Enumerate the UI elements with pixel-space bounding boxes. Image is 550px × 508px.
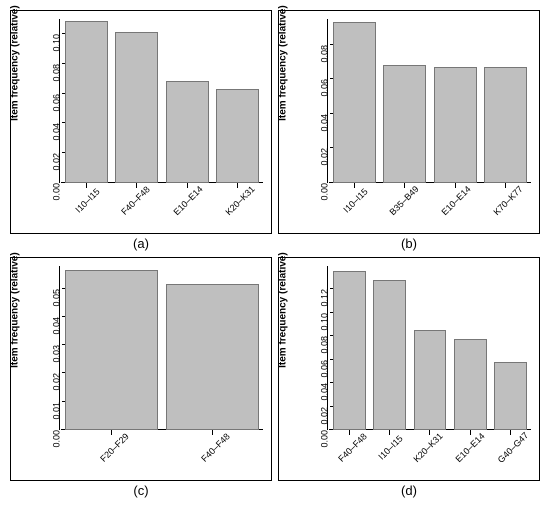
bars — [61, 266, 263, 430]
bar — [373, 280, 406, 430]
bars — [61, 19, 263, 183]
bar — [115, 32, 158, 183]
x-tick-label: F20–F29 — [99, 431, 150, 482]
x-tick-label: K20–K31 — [224, 184, 276, 236]
bars — [329, 19, 531, 183]
bar — [454, 339, 487, 430]
y-ticks: 0.000.010.020.030.040.05 — [29, 266, 59, 430]
x-tick-label: I10–I15 — [73, 186, 120, 233]
chart-grid: Item frequency (relative) 0.000.020.040.0… — [10, 10, 540, 498]
y-ticks: 0.000.020.040.060.08 — [297, 19, 327, 183]
caption-a: (a) — [133, 236, 149, 251]
bar — [333, 271, 366, 430]
plot-area — [61, 19, 263, 183]
cell-d: Item frequency (relative)0.000.020.040.0… — [278, 257, 540, 498]
y-axis-label: Item frequency (relative) — [10, 252, 21, 368]
panel-d: Item frequency (relative)0.000.020.040.0… — [278, 257, 540, 481]
caption-d: (d) — [401, 483, 417, 498]
panel-a: Item frequency (relative)0.000.020.040.0… — [10, 10, 272, 234]
plot-area — [61, 266, 263, 430]
x-tick-label: F40–F48 — [200, 431, 251, 482]
bar — [484, 67, 527, 183]
x-tick-label: K70–K77 — [492, 184, 544, 236]
y-ticks: 0.000.020.040.060.080.10 — [29, 19, 59, 183]
caption-c: (c) — [133, 483, 148, 498]
y-axis-label: Item frequency (relative) — [10, 5, 21, 121]
x-labels: F40–F48I10–I15K20–K31E10–E14G40–G47 — [329, 432, 531, 480]
bar — [216, 89, 259, 183]
bar — [494, 362, 527, 430]
caption-b: (b) — [401, 236, 417, 251]
x-tick-label: F40–F48 — [119, 184, 170, 235]
bar — [65, 270, 158, 430]
x-tick-label: E10–E14 — [440, 184, 492, 236]
x-tick-label: B35–B49 — [387, 184, 439, 236]
bar — [65, 21, 108, 183]
x-tick-label: E10–E14 — [171, 184, 223, 236]
x-labels: I10–I15B35–B49E10–E14K70–K77 — [329, 185, 531, 233]
cell-a: Item frequency (relative)0.000.020.040.0… — [10, 10, 272, 251]
cell-b: Item frequency (relative)0.000.020.040.0… — [278, 10, 540, 251]
x-tick-label: G40–G47 — [495, 430, 548, 483]
y-axis-label: Item frequency (relative) — [278, 252, 289, 368]
panel-c: Item frequency (relative)0.000.010.020.0… — [10, 257, 272, 481]
bar — [166, 81, 209, 183]
plot-area — [329, 266, 531, 430]
bar — [333, 22, 376, 183]
x-tick-label: I10–I15 — [341, 186, 388, 233]
plot-area — [329, 19, 531, 183]
bar — [414, 330, 447, 430]
bar — [434, 67, 477, 183]
panel-b: Item frequency (relative)0.000.020.040.0… — [278, 10, 540, 234]
cell-c: Item frequency (relative)0.000.010.020.0… — [10, 257, 272, 498]
y-axis-label: Item frequency (relative) — [278, 5, 289, 121]
bars — [329, 266, 531, 430]
bar — [383, 65, 426, 183]
bar — [166, 284, 259, 430]
y-ticks: 0.000.020.040.060.080.100.12 — [297, 266, 327, 430]
x-labels: F20–F29 F40–F48 — [61, 432, 263, 480]
x-labels: I10–I15F40–F48E10–E14K20–K31 — [61, 185, 263, 233]
